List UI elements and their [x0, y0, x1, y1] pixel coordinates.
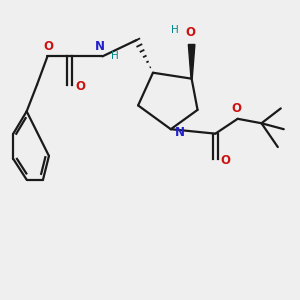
Text: N: N: [175, 126, 185, 139]
Text: O: O: [185, 26, 195, 39]
Text: O: O: [221, 154, 231, 167]
Text: O: O: [232, 102, 242, 115]
Polygon shape: [188, 44, 195, 79]
Text: H: H: [111, 51, 119, 61]
Text: H: H: [171, 25, 179, 35]
Text: O: O: [43, 40, 53, 53]
Text: O: O: [76, 80, 86, 93]
Text: N: N: [95, 40, 105, 53]
